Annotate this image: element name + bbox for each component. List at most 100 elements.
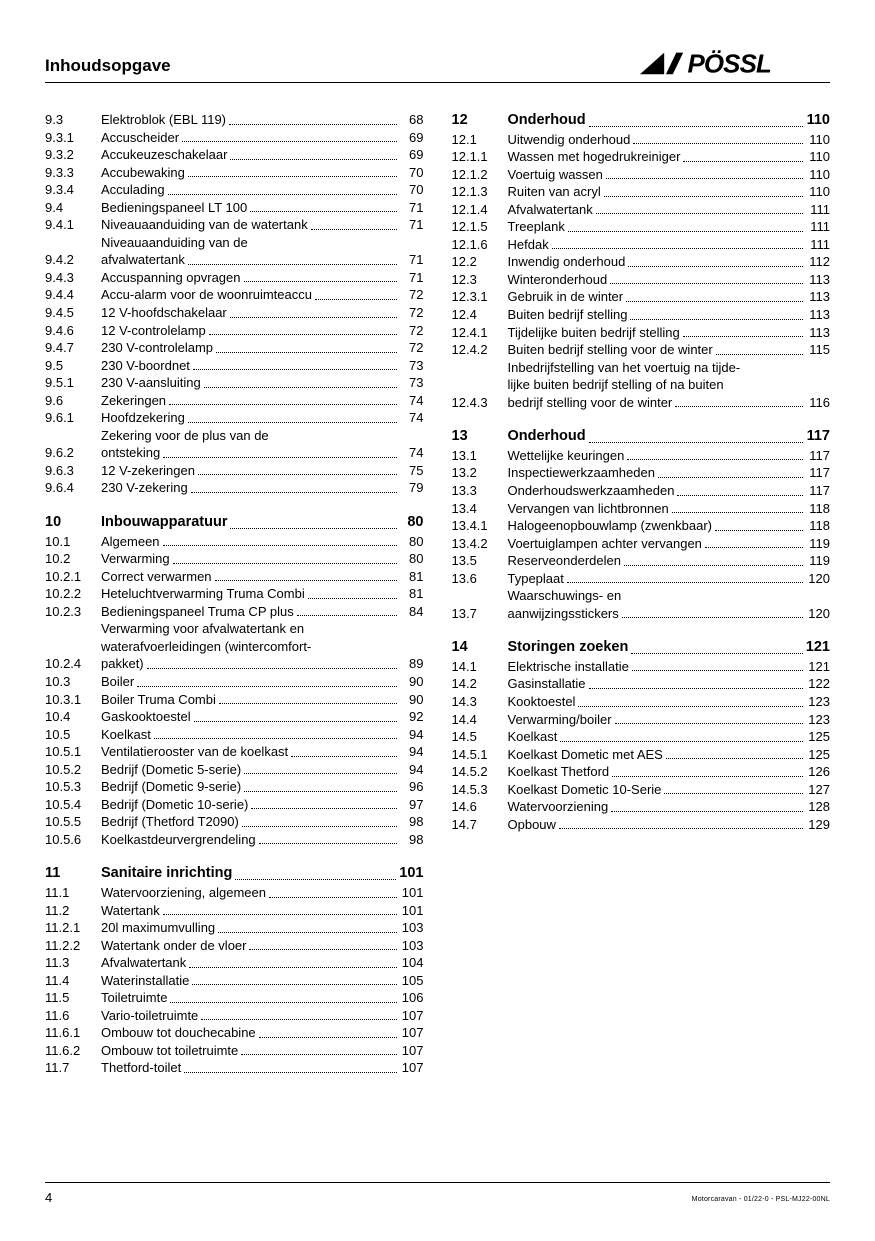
toc-label: Bedrijf (Dometic 5-serie) [101, 761, 241, 779]
toc-entry: 11.5Toiletruimte106 [45, 989, 424, 1007]
toc-page: 101 [399, 864, 423, 884]
toc-number: 10.2.4 [45, 655, 101, 673]
toc-label: Gaskooktoestel [101, 708, 191, 726]
toc-label-line: lijke buiten bedrijf stelling of na buit… [508, 376, 831, 394]
toc-page: 75 [400, 462, 424, 480]
toc-entry: 10.2.4Verwarming voor afvalwatertank enw… [45, 620, 424, 673]
toc-leader-dots [611, 811, 803, 812]
toc-leader-dots [552, 248, 803, 249]
toc-number: 9.3.3 [45, 164, 101, 182]
toc-label-wrap: Watertank onder de vloer103 [101, 937, 424, 955]
toc-number: 10.2.1 [45, 568, 101, 586]
toc-entry: 11.6Vario-toiletruimte107 [45, 1007, 424, 1025]
toc-entry: 14.5Koelkast125 [452, 728, 831, 746]
toc-entry: 9.4Bedieningspaneel LT 10071 [45, 199, 424, 217]
toc-label-wrap: Afvalwatertank111 [508, 201, 831, 219]
toc-number: 9.5 [45, 357, 101, 375]
header-title: Inhoudsopgave [45, 56, 171, 76]
toc-number: 14 [452, 638, 508, 658]
toc-leader-dots [137, 686, 396, 687]
toc-entry: 10.2Verwarming80 [45, 550, 424, 568]
toc-page: 117 [806, 447, 830, 465]
toc-number: 14.6 [452, 798, 508, 816]
toc-label: Heteluchtverwarming Truma Combi [101, 585, 305, 603]
toc-label-wrap: Correct verwarmen81 [101, 568, 424, 586]
toc-page: 80 [400, 533, 424, 551]
footer-code: Motorcaravan - 01/22-0 - PSL-MJ22-00NL [692, 1196, 830, 1203]
toc-label-wrap: Inbedrijfstelling van het voertuig na ti… [508, 359, 831, 412]
toc-number: 10 [45, 513, 101, 533]
toc-label-wrap: Winteronderhoud113 [508, 271, 831, 289]
toc-label: 230 V-zekering [101, 479, 188, 497]
toc-page: 111 [806, 201, 830, 219]
toc-label-line: Inbedrijfstelling van het voertuig na ti… [508, 359, 831, 377]
toc-label: Treeplank [508, 218, 565, 236]
toc-number: 10.5.1 [45, 743, 101, 761]
toc-entry: 13.6Typeplaat120 [452, 570, 831, 588]
toc-leader-dots [315, 299, 397, 300]
toc-label-line: Zekering voor de plus van de [101, 427, 424, 445]
toc-leader-dots [191, 492, 397, 493]
toc-label: Voertuig wassen [508, 166, 603, 184]
toc-number: 10.5 [45, 726, 101, 744]
toc-label: Waterinstallatie [101, 972, 189, 990]
toc-page: 111 [806, 236, 830, 254]
toc-number: 11.2.1 [45, 919, 101, 937]
toc-number: 10.5.2 [45, 761, 101, 779]
toc-leader-dots [578, 706, 803, 707]
toc-label: Watervoorziening, algemeen [101, 884, 266, 902]
toc-page: 121 [806, 638, 830, 658]
toc-page: 101 [400, 884, 424, 902]
toc-label-wrap: Koelkast94 [101, 726, 424, 744]
toc-page: 129 [806, 816, 830, 834]
toc-number: 10.2 [45, 550, 101, 568]
toc-left-column: 9.3Elektroblok (EBL 119)689.3.1Accuschei… [45, 111, 424, 1077]
toc-number: 11.3 [45, 954, 101, 972]
toc-leader-dots [269, 897, 397, 898]
toc-label: Typeplaat [508, 570, 564, 588]
toc-page: 101 [400, 902, 424, 920]
toc-entry: 12.4.2Buiten bedrijf stelling voor de wi… [452, 341, 831, 359]
toc-number: 13.3 [452, 482, 508, 500]
toc-page: 72 [400, 286, 424, 304]
toc-entry: 12.4.1Tijdelijke buiten bedrijf stelling… [452, 324, 831, 342]
toc-page: 73 [400, 357, 424, 375]
toc-number: 11.4 [45, 972, 101, 990]
toc-label: Niveauaanduiding van de watertank [101, 216, 308, 234]
toc-page: 90 [400, 691, 424, 709]
toc-leader-dots [610, 283, 803, 284]
toc-page: 107 [400, 1059, 424, 1077]
toc-leader-dots [606, 178, 803, 179]
toc-entry: 12.3Winteronderhoud113 [452, 271, 831, 289]
toc-label-wrap: Bedrijf (Dometic 5-serie)94 [101, 761, 424, 779]
toc-number: 9.6.3 [45, 462, 101, 480]
toc-page: 116 [806, 394, 830, 412]
toc-number: 12.4.2 [452, 341, 508, 359]
toc-leader-dots [632, 670, 803, 671]
toc-label-wrap: Niveauaanduiding van deafvalwatertank71 [101, 234, 424, 269]
toc-page: 115 [806, 341, 830, 359]
toc-leader-dots [215, 580, 397, 581]
toc-leader-dots [163, 545, 397, 546]
toc-number: 12.1.6 [452, 236, 508, 254]
toc-leader-dots [672, 512, 803, 513]
toc-label-wrap: Koelkastdeurvergrendeling98 [101, 831, 424, 849]
toc-label: 230 V-controlelamp [101, 339, 213, 357]
toc-number: 12.3 [452, 271, 508, 289]
toc-page: 125 [806, 746, 830, 764]
toc-label-wrap: Koelkast Thetford126 [508, 763, 831, 781]
toc-label: pakket) [101, 655, 144, 673]
toc-label-wrap: Inbouwapparatuur80 [101, 513, 424, 533]
toc-label: Winteronderhoud [508, 271, 608, 289]
toc-page: 117 [806, 482, 830, 500]
toc-label: aanwijzingsstickers [508, 605, 619, 623]
toc-right-column: 12Onderhoud11012.1Uitwendig onderhoud110… [452, 111, 831, 1077]
toc-page: 81 [400, 585, 424, 603]
toc-leader-dots [567, 582, 803, 583]
toc-label-wrap: Bedieningspaneel Truma CP plus84 [101, 603, 424, 621]
toc-number: 12.2 [452, 253, 508, 271]
toc-leader-dots [666, 758, 803, 759]
toc-label: Algemeen [101, 533, 160, 551]
toc-page: 69 [400, 146, 424, 164]
toc-page: 120 [806, 570, 830, 588]
